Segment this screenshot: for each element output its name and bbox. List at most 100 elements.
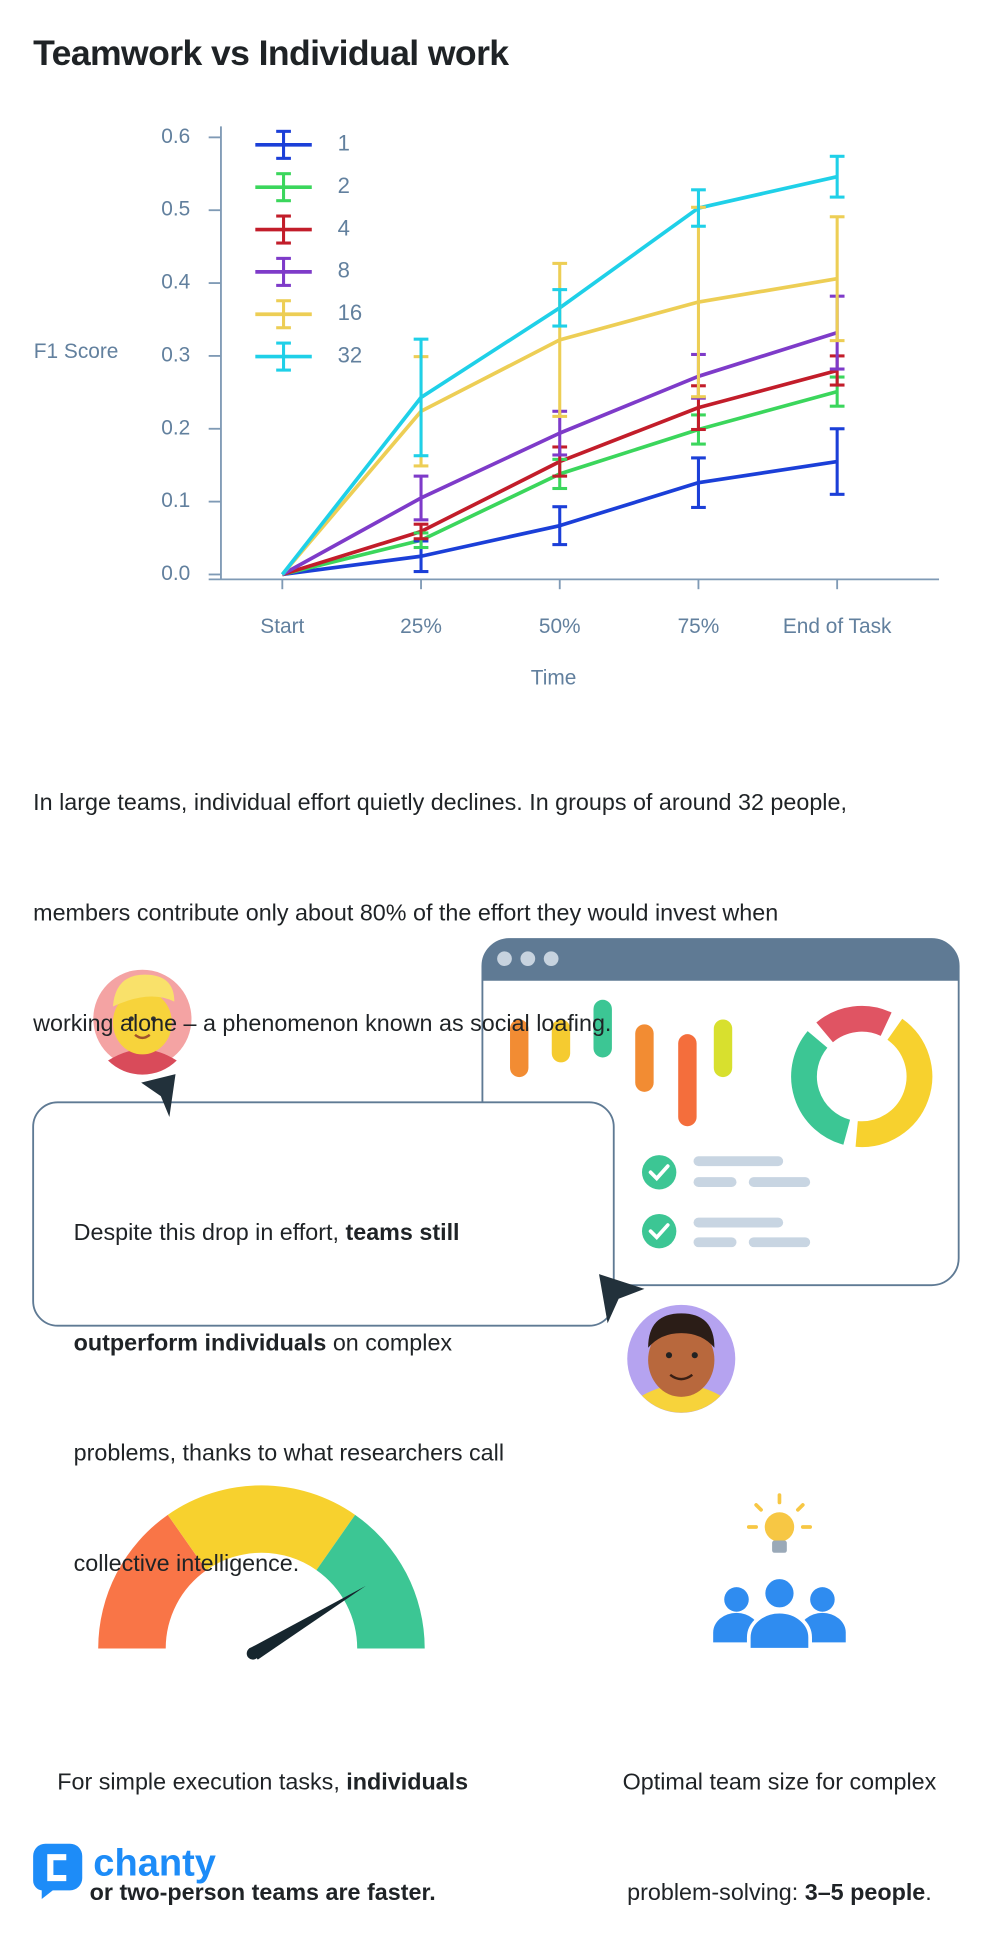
check-mark bbox=[648, 1164, 670, 1182]
text: collective intelligence. bbox=[73, 1551, 300, 1578]
avatar-eye bbox=[128, 1016, 134, 1022]
text-line: problems, thanks to what researchers cal… bbox=[74, 1436, 504, 1473]
window-dot bbox=[543, 951, 559, 967]
x-axis-label: Time bbox=[531, 666, 577, 689]
error-bar bbox=[276, 299, 291, 330]
bold-text: or two-person teams are faster. bbox=[89, 1880, 436, 1907]
text: Optimal team size for complex bbox=[622, 1770, 937, 1796]
chart: 0.0 0.1 0.2 0.3 0.4 0.5 0.6 Start 25% 50% 75% End o… bbox=[34, 125, 940, 689]
y-tick-label: 0.6 bbox=[161, 125, 190, 148]
text-line: collective intelligence. bbox=[74, 1547, 504, 1584]
person-head bbox=[724, 1587, 749, 1612]
text-line: outperform individuals on complex bbox=[74, 1326, 504, 1363]
text-line: Despite this drop in effort, teams still bbox=[74, 1215, 504, 1252]
avatar-face bbox=[112, 990, 172, 1055]
error-bar bbox=[413, 522, 429, 541]
gauge-segment bbox=[316, 1514, 425, 1649]
gauge-segment bbox=[98, 1514, 207, 1649]
checklist bbox=[641, 1155, 811, 1249]
error-bar bbox=[691, 456, 706, 509]
pointer-arrow bbox=[141, 1074, 176, 1118]
simple-tasks-text: For simple execution tasks, individuals … bbox=[17, 1691, 508, 1949]
window-dot bbox=[520, 951, 536, 967]
error-bar bbox=[552, 288, 568, 328]
text-line: Optimal team size for complex bbox=[559, 1765, 982, 1802]
error-bar bbox=[276, 129, 291, 160]
avatar-eye bbox=[691, 1352, 698, 1359]
window-dot bbox=[497, 951, 512, 967]
avatar-eye bbox=[665, 1352, 673, 1359]
gauge-segment bbox=[167, 1485, 356, 1571]
avatar-shirt bbox=[641, 1384, 721, 1413]
y-axis-label: F1 Score bbox=[34, 340, 119, 363]
text-line: or two-person teams are faster. bbox=[17, 1876, 508, 1913]
text: problem-solving: bbox=[627, 1880, 805, 1907]
error-bar bbox=[691, 188, 706, 228]
y-tick-label: 0.4 bbox=[161, 271, 190, 294]
avatar-eye bbox=[150, 1016, 156, 1022]
text-line: problem-solving: 3–5 people. bbox=[559, 1876, 982, 1913]
deco-bars bbox=[510, 999, 733, 1127]
x-tick-label: 50% bbox=[539, 615, 581, 638]
text-line: For simple execution tasks, individuals bbox=[17, 1765, 508, 1802]
donut bbox=[791, 1005, 933, 1148]
error-bar bbox=[829, 154, 845, 199]
page: 0.0 0.1 0.2 0.3 0.4 0.5 0.6 Start 25% 50% 75% End o… bbox=[32, 34, 982, 1906]
text-line: working alone – a phenomenon known as so… bbox=[33, 1011, 612, 1038]
legend-label: 16 bbox=[338, 300, 363, 325]
bulb-rays bbox=[746, 1493, 812, 1529]
avatar-hair bbox=[112, 974, 175, 1007]
text: problems, thanks to what researchers cal… bbox=[73, 1441, 505, 1467]
x-tick-label: 75% bbox=[678, 615, 720, 638]
person-body bbox=[746, 1609, 812, 1652]
text: on complex bbox=[326, 1330, 453, 1357]
gauge-hub bbox=[246, 1647, 260, 1660]
error-bar bbox=[829, 215, 845, 343]
bold-text: outperform individuals bbox=[73, 1330, 327, 1357]
pointer-arrow bbox=[599, 1274, 645, 1324]
y-tick-label: 0.0 bbox=[161, 562, 190, 585]
error-bar bbox=[413, 474, 429, 522]
text: . bbox=[925, 1880, 932, 1907]
x-tick-label: Start bbox=[260, 615, 304, 638]
legend-label: 2 bbox=[338, 173, 350, 198]
check-circle bbox=[641, 1155, 677, 1190]
avatar-shirt bbox=[108, 1049, 177, 1075]
legend-label: 1 bbox=[338, 131, 350, 156]
y-tick-label: 0.1 bbox=[161, 489, 190, 512]
illustrations: 0.0 0.1 0.2 0.3 0.4 0.5 0.6 Start 25% 50% 75% End o… bbox=[32, 125, 960, 1899]
ray bbox=[754, 1503, 763, 1512]
error-bar bbox=[276, 256, 291, 287]
error-bar bbox=[276, 172, 291, 203]
x-tick-label: 25% bbox=[400, 615, 442, 638]
check-mark bbox=[648, 1223, 670, 1240]
error-bar bbox=[276, 341, 291, 372]
avatar-bottom bbox=[627, 1304, 736, 1413]
logo-mark bbox=[33, 1843, 83, 1899]
bold-text: 3–5 people bbox=[804, 1880, 926, 1907]
text-line: members contribute only about 80% of the… bbox=[33, 900, 779, 927]
error-bar bbox=[413, 337, 429, 458]
text: Despite this drop in effort, bbox=[73, 1220, 346, 1246]
legend-label: 32 bbox=[338, 342, 363, 367]
gauge bbox=[98, 1485, 425, 1660]
y-tick-label: 0.3 bbox=[161, 343, 190, 366]
intro-text: In large teams, individual effort quietl… bbox=[33, 712, 847, 1080]
bold-text: individuals bbox=[346, 1770, 469, 1796]
logo-glyph bbox=[47, 1854, 67, 1882]
avatar-top bbox=[93, 969, 192, 1075]
bulb bbox=[764, 1512, 795, 1542]
avatar-hair bbox=[648, 1313, 715, 1348]
legend-label: 8 bbox=[338, 258, 350, 283]
error-bar bbox=[829, 427, 845, 496]
avatar-face bbox=[648, 1323, 715, 1397]
ray bbox=[796, 1503, 805, 1512]
page-title: Teamwork vs Individual work bbox=[33, 34, 509, 74]
text: For simple execution tasks, bbox=[57, 1770, 347, 1796]
logo-text: chanty bbox=[93, 1841, 216, 1885]
text-line: In large teams, individual effort quietl… bbox=[33, 790, 847, 817]
donut-segment bbox=[816, 1005, 892, 1043]
avatar-mouth bbox=[669, 1373, 694, 1381]
gauge-needle bbox=[249, 1585, 366, 1660]
bulb-base bbox=[772, 1540, 787, 1553]
